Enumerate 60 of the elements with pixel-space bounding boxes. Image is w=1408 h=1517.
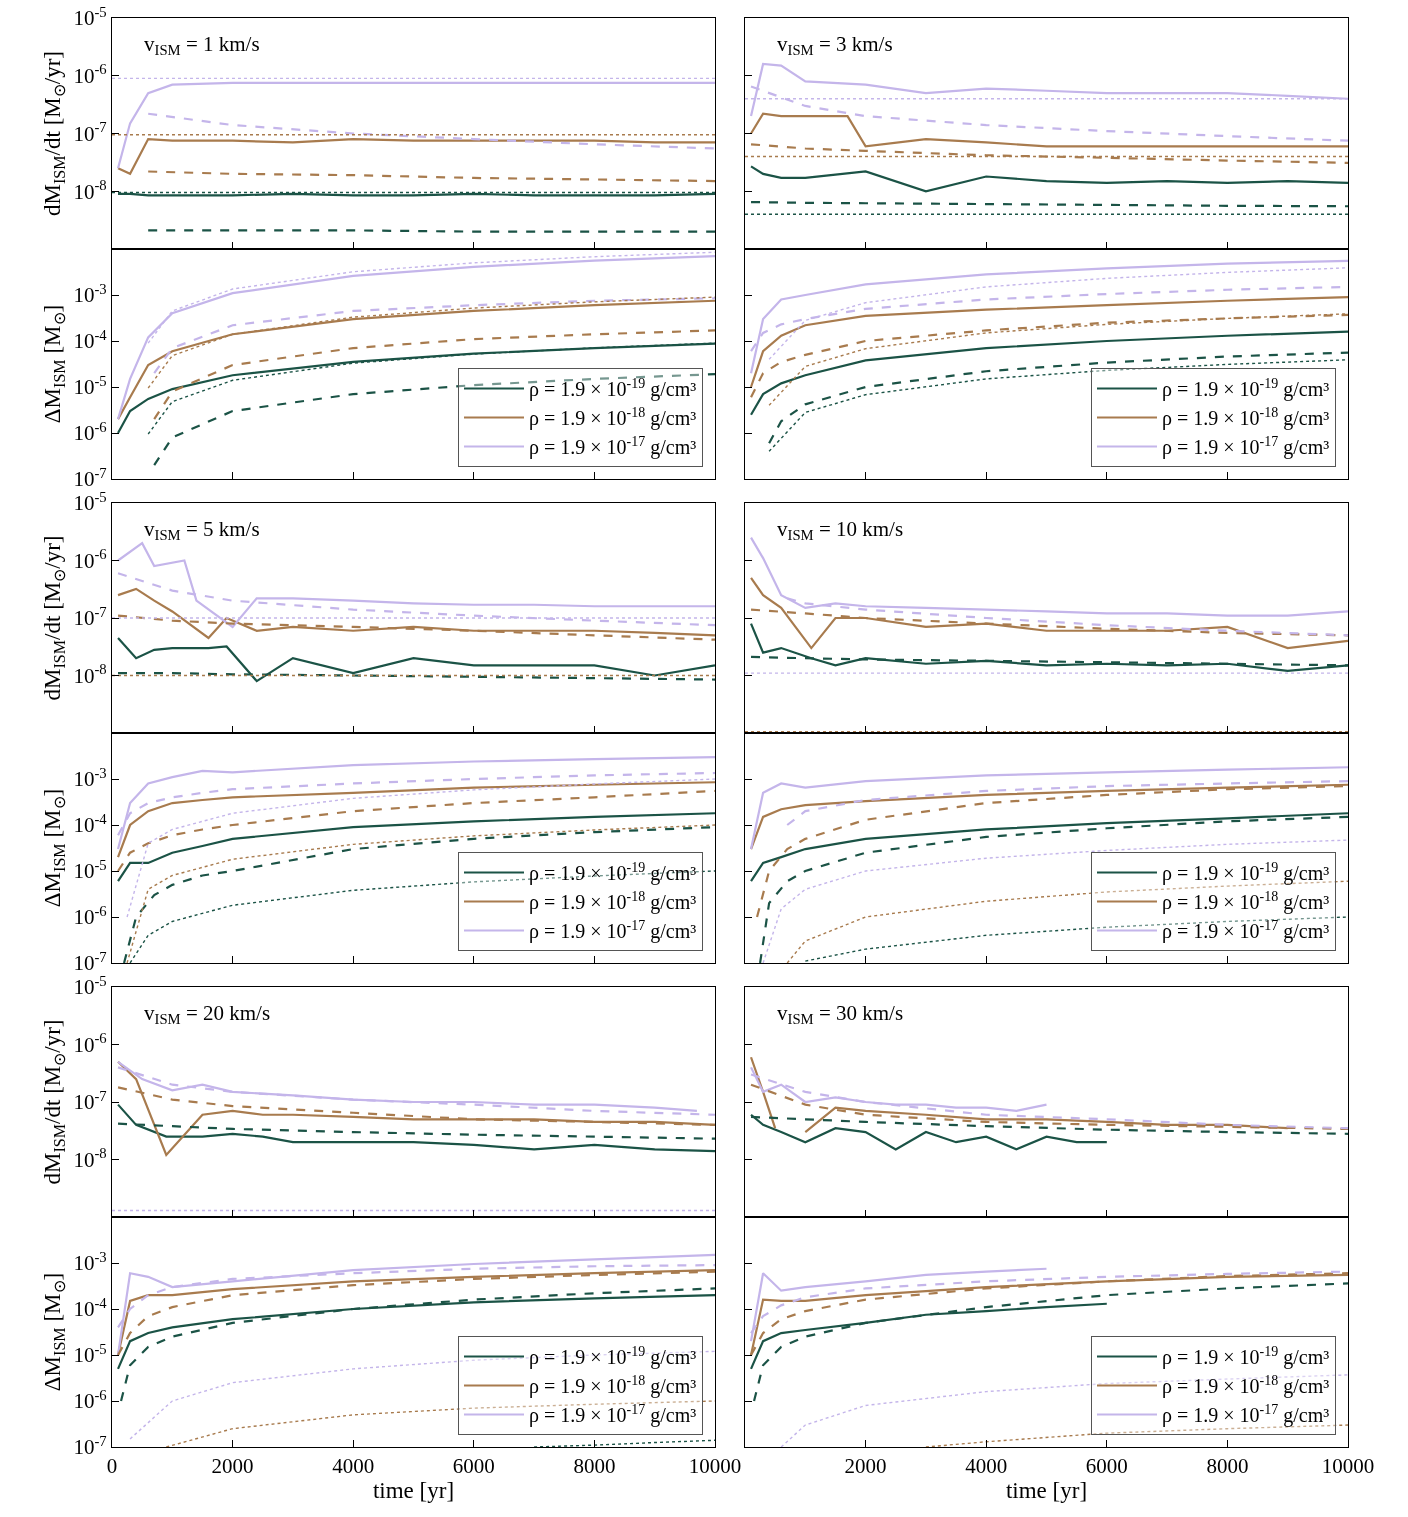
annotation: v$_{ISM}$ = 20 km/s — [144, 1001, 271, 1028]
legend-label: ρ = 1.9 × 10$^{-17}$ g/cm³ — [529, 917, 697, 944]
y-tick-label: 10$^{-3}$ — [73, 764, 107, 792]
x-axis-title: time [yr] — [1005, 1478, 1088, 1504]
legend-label: ρ = 1.9 × 10$^{-18}$ g/cm³ — [529, 888, 697, 915]
y-tick-label: 10$^{-7}$ — [73, 119, 107, 146]
y-tick-label: 10$^{-5}$ — [73, 856, 107, 884]
legend-label: ρ = 1.9 × 10$^{-19}$ g/cm³ — [529, 375, 697, 402]
x-tick-label: 8000 — [573, 1454, 616, 1479]
x-tick-label: 4000 — [965, 1454, 1008, 1479]
y-tick-label: 10$^{-5}$ — [73, 3, 107, 31]
x-tick-label: 10000 — [1321, 1454, 1375, 1479]
y-tick-label: 10$^{-6}$ — [73, 1386, 107, 1414]
legend-label: ρ = 1.9 × 10$^{-18}$ g/cm³ — [529, 404, 697, 431]
y-tick-label: 10$^{-7}$ — [73, 603, 107, 631]
legend-label: ρ = 1.9 × 10$^{-19}$ g/cm³ — [1162, 375, 1330, 402]
y-tick-label: 10$^{-6}$ — [73, 1030, 107, 1057]
y-tick-label: 10$^{-3}$ — [73, 280, 107, 308]
x-tick-label: 6000 — [452, 1454, 495, 1479]
y-tick-label: 10$^{-4}$ — [73, 1294, 108, 1322]
y-tick-label: 10$^{-4}$ — [73, 810, 108, 838]
y-tick-label: 10$^{-8}$ — [73, 661, 107, 688]
legend-label: ρ = 1.9 × 10$^{-18}$ g/cm³ — [1162, 1372, 1330, 1399]
legend-label: ρ = 1.9 × 10$^{-17}$ g/cm³ — [1162, 917, 1330, 944]
annotation: v$_{ISM}$ = 30 km/s — [777, 1001, 904, 1028]
y-tick-label: 10$^{-3}$ — [73, 1248, 107, 1276]
x-tick-label: 2000 — [844, 1454, 887, 1479]
y-tick-label: 10$^{-6}$ — [73, 902, 107, 930]
legend-label: ρ = 1.9 × 10$^{-17}$ g/cm³ — [529, 433, 697, 460]
x-tick-label: 0 — [106, 1454, 118, 1479]
annotation: v$_{ISM}$ = 3 km/s — [777, 32, 893, 59]
legend-label: ρ = 1.9 × 10$^{-19}$ g/cm³ — [1162, 1343, 1330, 1370]
x-tick-label: 2000 — [211, 1454, 254, 1479]
annotation: v$_{ISM}$ = 5 km/s — [144, 517, 260, 544]
legend-label: ρ = 1.9 × 10$^{-17}$ g/cm³ — [529, 1401, 697, 1428]
x-tick-label: 10000 — [688, 1454, 742, 1479]
legend-label: ρ = 1.9 × 10$^{-18}$ g/cm³ — [1162, 888, 1330, 915]
x-tick-label: 4000 — [332, 1454, 375, 1479]
y-tick-label: 10$^{-7}$ — [73, 1432, 107, 1460]
y-tick-label: 10$^{-6}$ — [73, 546, 107, 573]
legend-label: ρ = 1.9 × 10$^{-19}$ g/cm³ — [1162, 859, 1330, 886]
legend-label: ρ = 1.9 × 10$^{-19}$ g/cm³ — [529, 859, 697, 886]
x-tick-label: 8000 — [1206, 1454, 1249, 1479]
y-tick-label: 10$^{-6}$ — [73, 418, 107, 446]
legend-label: ρ = 1.9 × 10$^{-17}$ g/cm³ — [1162, 433, 1330, 460]
legend-label: ρ = 1.9 × 10$^{-18}$ g/cm³ — [1162, 404, 1330, 431]
y-tick-label: 10$^{-8}$ — [73, 1145, 107, 1172]
y-tick-label: 10$^{-8}$ — [73, 176, 107, 204]
legend-label: ρ = 1.9 × 10$^{-18}$ g/cm³ — [529, 1372, 697, 1399]
y-tick-label: 10$^{-7}$ — [73, 1087, 107, 1115]
legend-label: ρ = 1.9 × 10$^{-17}$ g/cm³ — [1162, 1401, 1330, 1428]
x-tick-label: 6000 — [1085, 1454, 1128, 1479]
y-tick-label: 10$^{-5}$ — [73, 1340, 107, 1368]
legend-label: ρ = 1.9 × 10$^{-19}$ g/cm³ — [529, 1343, 697, 1370]
annotation: v$_{ISM}$ = 10 km/s — [777, 517, 904, 544]
y-tick-label: 10$^{-5}$ — [73, 372, 107, 400]
y-tick-label: 10$^{-4}$ — [73, 326, 108, 354]
y-tick-label: 10$^{-6}$ — [73, 61, 107, 89]
annotation: v$_{ISM}$ = 1 km/s — [144, 32, 260, 59]
x-axis-title: time [yr] — [372, 1478, 455, 1504]
